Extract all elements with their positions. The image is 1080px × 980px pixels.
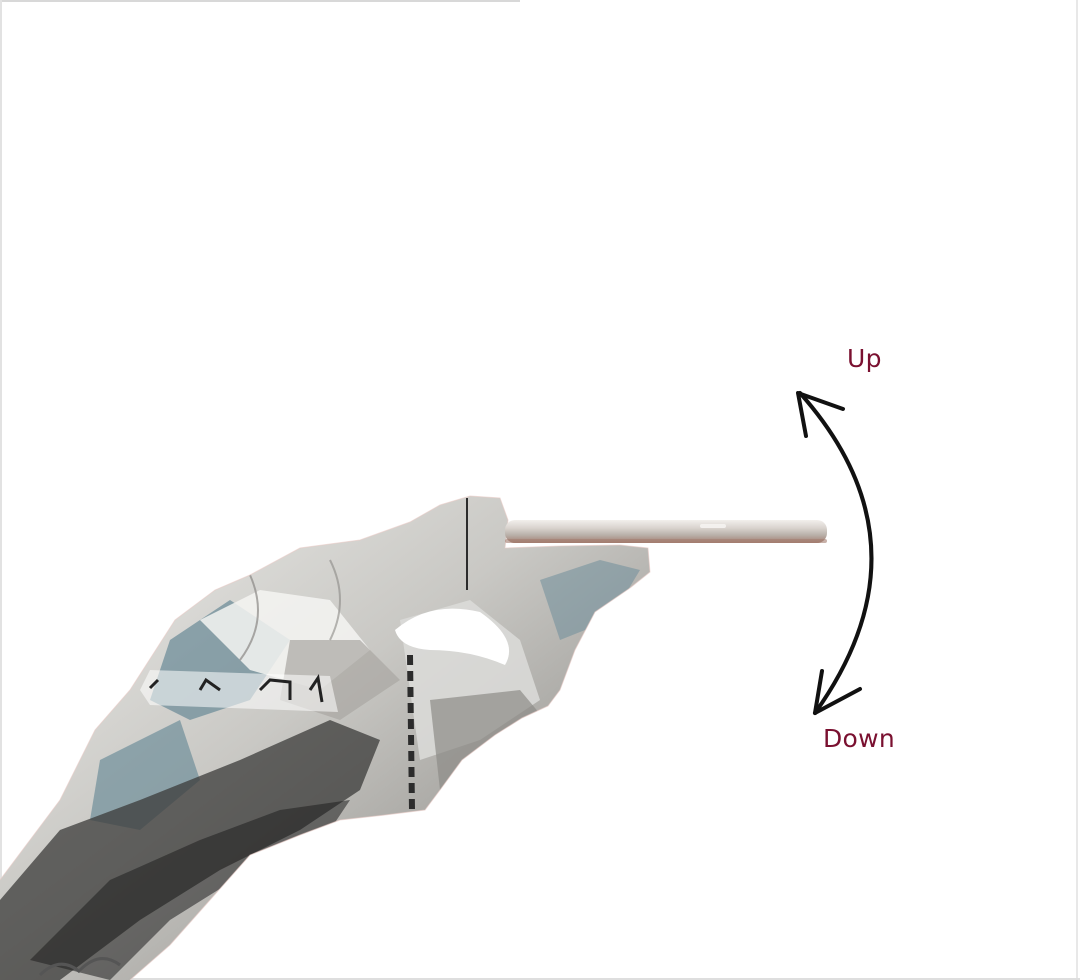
- frame-border-top: [0, 0, 520, 2]
- frame-border-right: [1076, 0, 1078, 980]
- double-headed-curved-arrow-icon: [796, 391, 874, 715]
- hand-holding-phone-icon: [0, 495, 651, 980]
- up-label: Up: [847, 344, 882, 373]
- phone-side-view-icon: [505, 520, 827, 543]
- frame-border-bottom: [0, 978, 1080, 980]
- frame-border-left: [0, 0, 2, 980]
- down-label: Down: [823, 724, 896, 753]
